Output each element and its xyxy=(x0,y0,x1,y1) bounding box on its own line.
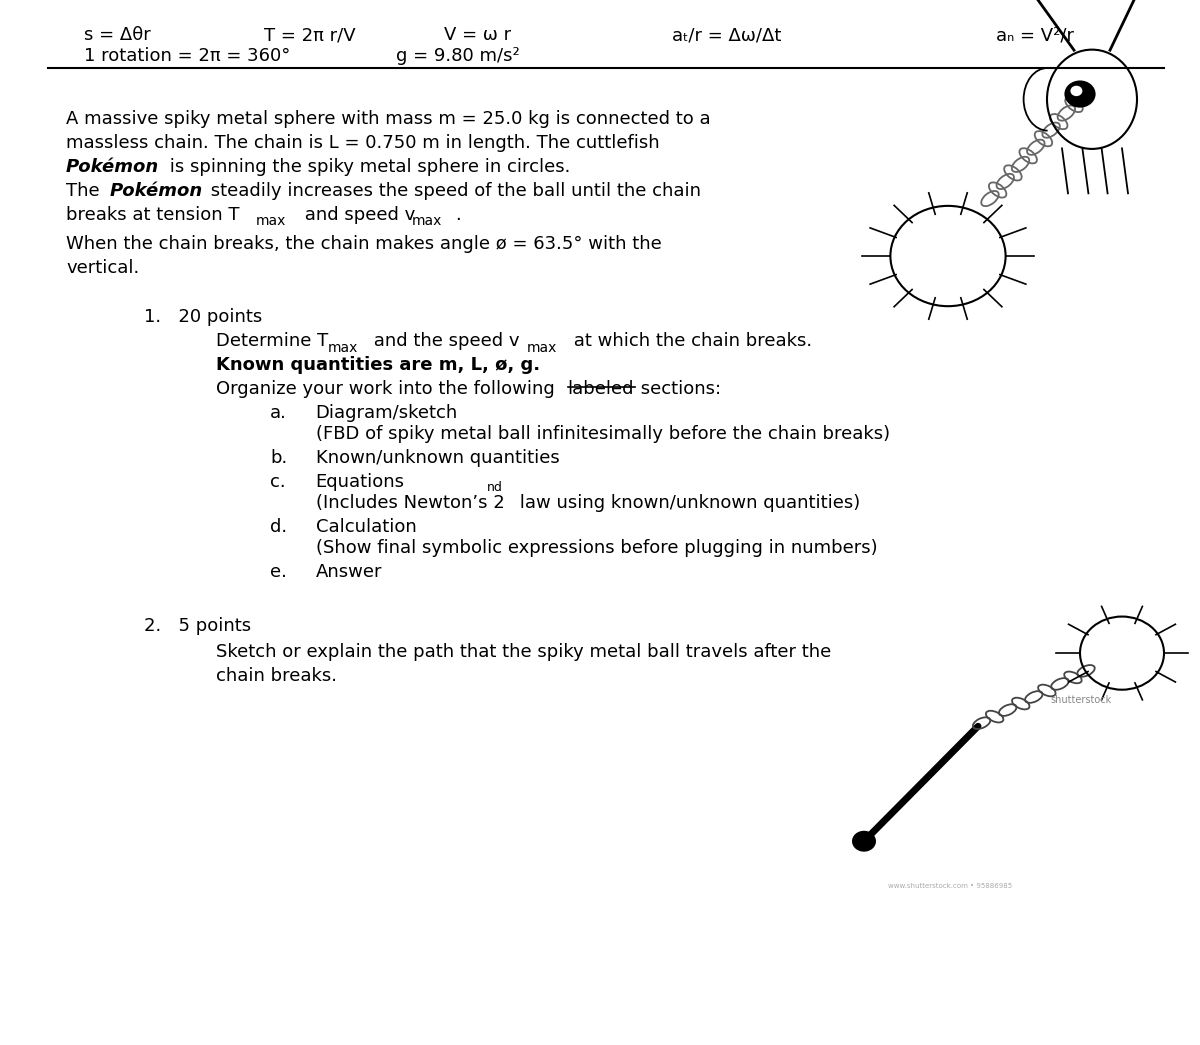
Text: A massive spiky metal sphere with mass m = 25.0 kg is connected to a: A massive spiky metal sphere with mass m… xyxy=(66,110,710,127)
Text: vertical.: vertical. xyxy=(66,259,139,277)
Text: Equations: Equations xyxy=(316,473,404,491)
Text: (Show final symbolic expressions before plugging in numbers): (Show final symbolic expressions before … xyxy=(316,539,877,557)
Text: shutterstock: shutterstock xyxy=(1050,695,1111,705)
Text: e.: e. xyxy=(270,563,287,581)
Text: and speed v: and speed v xyxy=(299,206,415,224)
Text: Determine T: Determine T xyxy=(216,332,329,350)
Text: 2.   5 points: 2. 5 points xyxy=(144,617,251,634)
Text: www.shutterstock.com • 95886985: www.shutterstock.com • 95886985 xyxy=(888,883,1012,889)
Text: Answer: Answer xyxy=(316,563,382,581)
Text: aₜ/r = Δω/Δt: aₜ/r = Δω/Δt xyxy=(672,26,781,44)
Text: Pokémon: Pokémon xyxy=(109,182,203,200)
Text: 1.   20 points: 1. 20 points xyxy=(144,308,263,326)
Text: max: max xyxy=(527,341,557,354)
Circle shape xyxy=(1064,80,1096,108)
Text: max: max xyxy=(412,214,442,228)
Text: d.: d. xyxy=(270,518,287,536)
Text: labeled: labeled xyxy=(568,380,634,398)
Text: When the chain breaks, the chain makes angle ø = 63.5° with the: When the chain breaks, the chain makes a… xyxy=(66,235,661,253)
Text: Diagram/sketch: Diagram/sketch xyxy=(316,404,458,422)
Circle shape xyxy=(1070,86,1082,96)
Text: Known/unknown quantities: Known/unknown quantities xyxy=(316,449,559,467)
Text: T = 2π r/V: T = 2π r/V xyxy=(264,26,355,44)
Text: Organize your work into the following: Organize your work into the following xyxy=(216,380,560,398)
Text: Sketch or explain the path that the spiky metal ball travels after the: Sketch or explain the path that the spik… xyxy=(216,643,832,660)
Circle shape xyxy=(852,831,876,852)
Text: g = 9.80 m/s²: g = 9.80 m/s² xyxy=(396,47,520,65)
Text: V = ω r: V = ω r xyxy=(444,26,511,44)
Text: steadily increases the speed of the ball until the chain: steadily increases the speed of the ball… xyxy=(205,182,701,200)
Text: s = Δθr: s = Δθr xyxy=(84,26,151,44)
Text: 1 rotation = 2π = 360°: 1 rotation = 2π = 360° xyxy=(84,47,290,65)
Text: at which the chain breaks.: at which the chain breaks. xyxy=(568,332,811,350)
Text: breaks at tension T: breaks at tension T xyxy=(66,206,240,224)
Text: chain breaks.: chain breaks. xyxy=(216,667,337,684)
Text: law using known/unknown quantities): law using known/unknown quantities) xyxy=(514,494,860,512)
Text: Pokémon: Pokémon xyxy=(66,158,160,176)
Text: is spinning the spiky metal sphere in circles.: is spinning the spiky metal sphere in ci… xyxy=(164,158,571,176)
Text: aₙ = V²/r: aₙ = V²/r xyxy=(996,26,1074,44)
Text: (FBD of spiky metal ball infinitesimally before the chain breaks): (FBD of spiky metal ball infinitesimally… xyxy=(316,425,889,443)
Text: (Includes Newton’s 2: (Includes Newton’s 2 xyxy=(316,494,504,512)
Text: max: max xyxy=(328,341,358,354)
Text: Calculation: Calculation xyxy=(316,518,416,536)
Text: a.: a. xyxy=(270,404,287,422)
Text: Known quantities are m, L, ø, g.: Known quantities are m, L, ø, g. xyxy=(216,356,540,374)
Text: c.: c. xyxy=(270,473,286,491)
Text: max: max xyxy=(256,214,286,228)
Text: massless chain. The chain is L = 0.750 m in length. The cuttlefish: massless chain. The chain is L = 0.750 m… xyxy=(66,134,660,152)
Text: .: . xyxy=(455,206,461,224)
Text: The: The xyxy=(66,182,106,200)
Text: nd: nd xyxy=(487,481,503,493)
Text: b.: b. xyxy=(270,449,287,467)
Text: sections:: sections: xyxy=(635,380,721,398)
Text: and the speed v: and the speed v xyxy=(368,332,520,350)
